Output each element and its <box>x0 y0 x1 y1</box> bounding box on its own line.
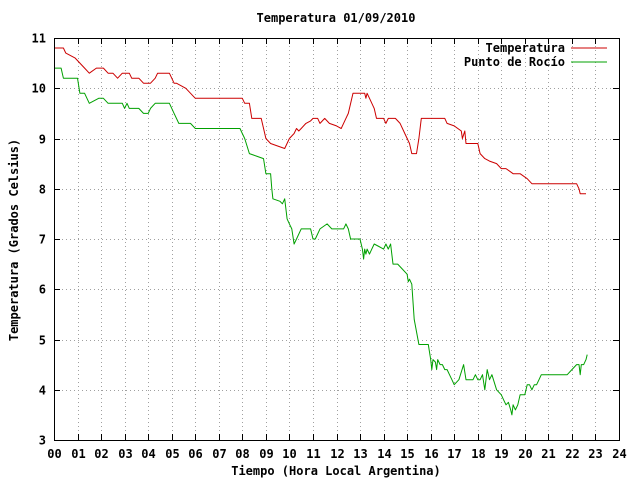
x-tick-label: 24 <box>612 447 626 461</box>
y-axis-label: Temperatura (Grados Celsius) <box>7 139 21 341</box>
legend-label-punto-de-rocio: Punto de Rocío <box>464 55 565 69</box>
x-tick-label: 07 <box>212 447 226 461</box>
x-tick-label: 12 <box>330 447 344 461</box>
x-tick-label: 19 <box>494 447 508 461</box>
legend: Temperatura Punto de Rocío <box>464 41 607 69</box>
x-tick-label: 14 <box>377 447 391 461</box>
x-axis-label: Tiempo (Hora Local Argentina) <box>231 464 441 478</box>
y-tick-label: 5 <box>39 334 46 348</box>
y-tick-label: 7 <box>39 233 46 247</box>
x-tick-label: 20 <box>518 447 532 461</box>
x-tick-label: 18 <box>471 447 485 461</box>
y-tick-label: 4 <box>39 384 46 398</box>
y-tick-label: 6 <box>39 283 46 297</box>
x-tick-label: 10 <box>282 447 296 461</box>
x-tick-label: 13 <box>353 447 367 461</box>
x-tick-label: 00 <box>47 447 61 461</box>
y-tick-label: 11 <box>32 32 46 46</box>
x-tick-label: 04 <box>141 447 155 461</box>
series-layer <box>54 47 588 416</box>
x-tick-label: 22 <box>565 447 579 461</box>
x-tick-label: 17 <box>447 447 461 461</box>
x-tick-label: 05 <box>165 447 179 461</box>
x-tick-label: 06 <box>188 447 202 461</box>
chart-title: Temperatura 01/09/2010 <box>257 11 416 25</box>
y-tick-label: 3 <box>39 434 46 448</box>
y-tick-label: 9 <box>39 133 46 147</box>
x-tick-label: 03 <box>118 447 132 461</box>
tick-layer: 00 01 02 03 04 05 06 07 08 09 10 11 12 13 14 15 16 17 18 19… <box>32 32 627 462</box>
legend-label-temperatura: Temperatura <box>486 41 565 55</box>
x-tick-label: 16 <box>424 447 438 461</box>
x-tick-label: 01 <box>71 447 85 461</box>
y-tick-label: 10 <box>32 82 46 96</box>
series-punto-de-rocio-line <box>54 67 588 416</box>
x-tick-label: 21 <box>541 447 555 461</box>
x-tick-label: 23 <box>588 447 602 461</box>
y-tick-label: 8 <box>39 183 46 197</box>
x-tick-label: 08 <box>235 447 249 461</box>
x-tick-label: 09 <box>259 447 273 461</box>
x-tick-label: 11 <box>306 447 320 461</box>
x-tick-label: 15 <box>400 447 414 461</box>
series-temperatura-line <box>54 47 586 195</box>
x-tick-label: 02 <box>94 447 108 461</box>
